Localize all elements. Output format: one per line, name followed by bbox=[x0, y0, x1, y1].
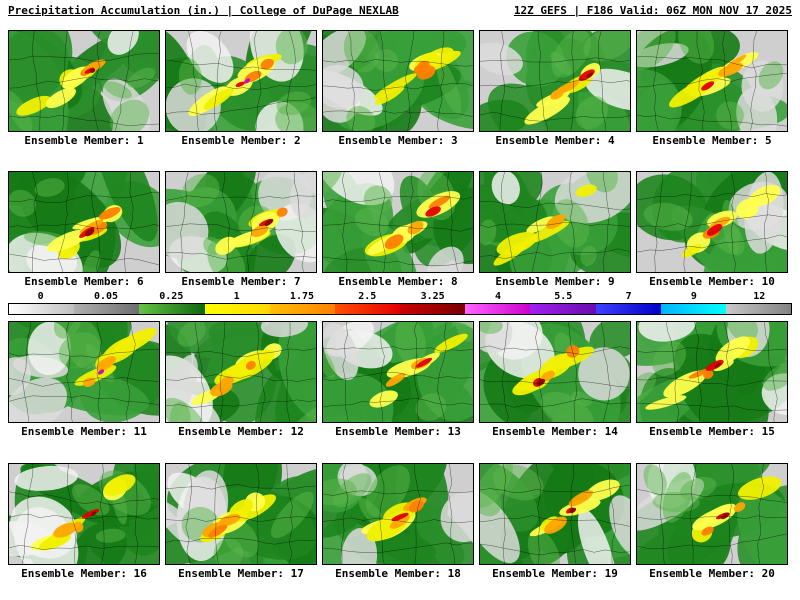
colorbar-segment bbox=[530, 304, 596, 314]
ensemble-panel: Ensemble Member: 12 bbox=[165, 321, 317, 438]
colorbar-tick-label: 3.25 bbox=[420, 291, 445, 302]
colorbar-segment bbox=[595, 304, 661, 314]
precip-map-image bbox=[479, 321, 631, 423]
precip-map-image bbox=[322, 30, 474, 132]
ensemble-member-label: Ensemble Member: 8 bbox=[338, 275, 458, 288]
ensemble-member-label: Ensemble Member: 9 bbox=[495, 275, 615, 288]
ensemble-panel: Ensemble Member: 5 bbox=[636, 30, 788, 147]
precip-map-image bbox=[479, 171, 631, 273]
ensemble-member-label: Ensemble Member: 1 bbox=[24, 134, 144, 147]
precip-map-image bbox=[165, 321, 317, 423]
colorbar-tick-label: 0.05 bbox=[93, 291, 119, 302]
ensemble-panel: Ensemble Member: 18 bbox=[322, 463, 474, 580]
ensemble-panel: Ensemble Member: 11 bbox=[8, 321, 160, 438]
ensemble-member-label: Ensemble Member: 19 bbox=[492, 567, 618, 580]
colorbar-tick-label: 12 bbox=[753, 291, 766, 302]
ensemble-member-label: Ensemble Member: 17 bbox=[178, 567, 304, 580]
colorbar-tick-label: 7 bbox=[625, 291, 632, 302]
ensemble-panel: Ensemble Member: 16 bbox=[8, 463, 160, 580]
colorbar-tick-label: 4 bbox=[494, 291, 501, 302]
model-run-info: 12Z GEFS | F186 Valid: 06Z MON NOV 17 20… bbox=[513, 4, 792, 17]
colorbar-tick-label: 1 bbox=[233, 291, 240, 302]
precip-map-image bbox=[636, 30, 788, 132]
colorbar-tick-label: 0 bbox=[37, 291, 44, 302]
colorbar-segment bbox=[269, 304, 335, 314]
colorbar-tick-label: 1.75 bbox=[289, 291, 315, 302]
precip-map-image bbox=[322, 463, 474, 565]
precip-map-image bbox=[8, 30, 160, 132]
ensemble-row-2: Ensemble Member: 6 Ensemble Member: 7 Ense… bbox=[8, 171, 788, 288]
ensemble-panel: Ensemble Member: 14 bbox=[479, 321, 631, 438]
ensemble-row-1: Ensemble Member: 1 Ensemble Member: 2 Ense… bbox=[8, 30, 788, 147]
precip-map-image bbox=[479, 463, 631, 565]
ensemble-panel: Ensemble Member: 13 bbox=[322, 321, 474, 438]
ensemble-panel: Ensemble Member: 3 bbox=[322, 30, 474, 147]
colorbar-segment bbox=[9, 304, 75, 314]
product-title: Precipitation Accumulation (in.) | Colle… bbox=[8, 4, 399, 17]
ensemble-panel: Ensemble Member: 10 bbox=[636, 171, 788, 288]
ensemble-member-label: Ensemble Member: 2 bbox=[181, 134, 301, 147]
ensemble-row-4: Ensemble Member: 16 Ensemble Member: 17 En… bbox=[8, 463, 788, 580]
precip-map-image bbox=[322, 321, 474, 423]
colorbar-segment bbox=[465, 304, 531, 314]
precip-map-image bbox=[165, 171, 317, 273]
precip-map-image bbox=[636, 321, 788, 423]
precip-map-image bbox=[479, 30, 631, 132]
ensemble-panel: Ensemble Member: 6 bbox=[8, 171, 160, 288]
ensemble-panel: Ensemble Member: 20 bbox=[636, 463, 788, 580]
precip-map-image bbox=[165, 30, 317, 132]
ensemble-panel: Ensemble Member: 1 bbox=[8, 30, 160, 147]
colorbar-segment bbox=[139, 304, 205, 314]
ensemble-member-label: Ensemble Member: 4 bbox=[495, 134, 615, 147]
ensemble-member-label: Ensemble Member: 20 bbox=[649, 567, 775, 580]
ensemble-panel: Ensemble Member: 7 bbox=[165, 171, 317, 288]
ensemble-member-label: Ensemble Member: 7 bbox=[181, 275, 301, 288]
precip-map-image bbox=[8, 171, 160, 273]
ensemble-member-label: Ensemble Member: 16 bbox=[21, 567, 147, 580]
colorbar-segment bbox=[334, 304, 401, 314]
ensemble-member-label: Ensemble Member: 12 bbox=[178, 425, 304, 438]
ensemble-panel: Ensemble Member: 15 bbox=[636, 321, 788, 438]
colorbar-tick-label: 2.5 bbox=[358, 291, 377, 302]
colorbar-segment bbox=[74, 304, 140, 314]
ensemble-member-label: Ensemble Member: 11 bbox=[21, 425, 147, 438]
colorbar-segment bbox=[725, 304, 792, 314]
colorbar: 0 0.05 0.25 1 1.75 2.5 3.25 4 5.5 7 9 12 bbox=[8, 291, 792, 315]
ensemble-member-label: Ensemble Member: 10 bbox=[649, 275, 775, 288]
ensemble-member-label: Ensemble Member: 18 bbox=[335, 567, 461, 580]
header: Precipitation Accumulation (in.) | Colle… bbox=[8, 4, 792, 17]
colorbar-segment bbox=[660, 304, 726, 314]
ensemble-member-label: Ensemble Member: 14 bbox=[492, 425, 618, 438]
ensemble-member-label: Ensemble Member: 5 bbox=[652, 134, 772, 147]
ensemble-panel: Ensemble Member: 17 bbox=[165, 463, 317, 580]
ensemble-member-label: Ensemble Member: 3 bbox=[338, 134, 458, 147]
ensemble-row-3: Ensemble Member: 11 Ensemble Member: 12 En… bbox=[8, 321, 788, 438]
colorbar-tick-label: 9 bbox=[690, 291, 697, 302]
colorbar-tick-label: 5.5 bbox=[554, 291, 573, 302]
ensemble-member-label: Ensemble Member: 6 bbox=[24, 275, 144, 288]
ensemble-member-label: Ensemble Member: 13 bbox=[335, 425, 461, 438]
ensemble-panel: Ensemble Member: 9 bbox=[479, 171, 631, 288]
colorbar-bar bbox=[8, 303, 792, 315]
ensemble-panel: Ensemble Member: 8 bbox=[322, 171, 474, 288]
ensemble-panel: Ensemble Member: 4 bbox=[479, 30, 631, 147]
precip-map-image bbox=[165, 463, 317, 565]
ensemble-member-label: Ensemble Member: 15 bbox=[649, 425, 775, 438]
ensemble-panel: Ensemble Member: 19 bbox=[479, 463, 631, 580]
colorbar-segment bbox=[204, 304, 270, 314]
colorbar-segment bbox=[400, 304, 466, 314]
precip-map-image bbox=[8, 463, 160, 565]
colorbar-tick-label: 0.25 bbox=[159, 291, 184, 302]
precip-map-image bbox=[8, 321, 160, 423]
precip-map-image bbox=[636, 463, 788, 565]
precip-map-image bbox=[322, 171, 474, 273]
precip-map-image bbox=[636, 171, 788, 273]
colorbar-tick-labels: 0 0.05 0.25 1 1.75 2.5 3.25 4 5.5 7 9 12 bbox=[8, 291, 792, 302]
ensemble-panel: Ensemble Member: 2 bbox=[165, 30, 317, 147]
